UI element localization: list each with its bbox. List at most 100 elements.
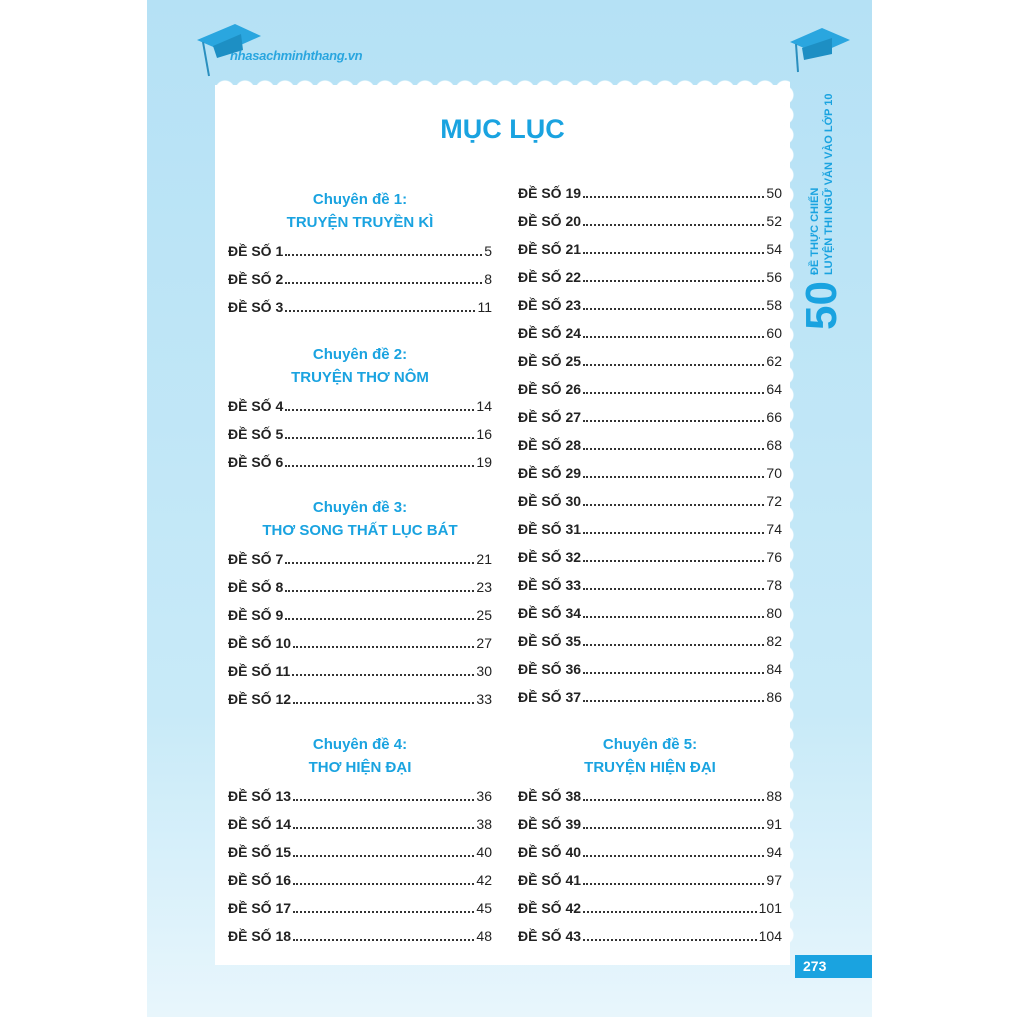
book-title-line1: ĐỀ THỰC CHIẾN	[809, 187, 821, 276]
toc-entry[interactable]: ĐỀ SỐ 3 11	[228, 298, 492, 318]
toc-entry[interactable]: ĐỀ SỐ 43 104	[518, 927, 782, 947]
toc-entry[interactable]: ĐỀ SỐ 4 14	[228, 397, 492, 417]
dot-leader	[293, 899, 475, 913]
toc-entry[interactable]: ĐỀ SỐ 21 54	[518, 240, 782, 260]
entry-title: ĐỀ SỐ 25	[518, 353, 582, 369]
toc-entry[interactable]: ĐỀ SỐ 26 64	[518, 380, 782, 400]
entry-page: 72	[766, 493, 782, 509]
entry-page: 8	[484, 271, 492, 287]
section-heading: Chuyên đề 3: THƠ SONG THẤT LỤC BÁT	[228, 496, 492, 542]
dot-leader	[583, 268, 765, 282]
toc-entry[interactable]: ĐỀ SỐ 33 78	[518, 576, 782, 596]
entry-title: ĐỀ SỐ 10	[228, 635, 292, 651]
toc-entry[interactable]: ĐỀ SỐ 19 50	[518, 184, 782, 204]
entry-page: 38	[476, 816, 492, 832]
section-label: Chuyên đề 2:	[312, 346, 408, 363]
dot-leader	[583, 688, 765, 702]
entry-page: 78	[766, 577, 782, 593]
entry-page: 5	[484, 243, 492, 259]
toc-entry[interactable]: ĐỀ SỐ 36 84	[518, 660, 782, 680]
book-title-vertical: 50 ĐỀ THỰC CHIẾN LUYỆN THI NGỮ VĂN VÀO LỚ…	[797, 93, 846, 330]
toc-entry[interactable]: ĐỀ SỐ 17 45	[228, 899, 492, 919]
dot-leader	[583, 660, 765, 674]
toc-entry[interactable]: ĐỀ SỐ 34 80	[518, 604, 782, 624]
page-title: MỤC LỤC	[440, 114, 565, 144]
toc-entry[interactable]: ĐỀ SỐ 24 60	[518, 324, 782, 344]
entry-title: ĐỀ SỐ 35	[518, 633, 582, 649]
toc-entry[interactable]: ĐỀ SỐ 23 58	[518, 296, 782, 316]
entry-title: ĐỀ SỐ 33	[518, 577, 582, 593]
toc-entry[interactable]: ĐỀ SỐ 28 68	[518, 436, 782, 456]
dot-leader	[583, 296, 765, 310]
entry-title: ĐỀ SỐ 34	[518, 605, 582, 621]
entry-page: 76	[766, 549, 782, 565]
toc-entry[interactable]: ĐỀ SỐ 42 101	[518, 899, 782, 919]
toc-entry[interactable]: ĐỀ SỐ 30 72	[518, 492, 782, 512]
section-name: THƠ HIỆN ĐẠI	[308, 759, 412, 776]
toc-entry[interactable]: ĐỀ SỐ 39 91	[518, 815, 782, 835]
toc-entry[interactable]: ĐỀ SỐ 18 48	[228, 927, 492, 947]
toc-entry[interactable]: ĐỀ SỐ 7 21	[228, 550, 492, 570]
dot-leader	[583, 352, 765, 366]
toc-entry[interactable]: ĐỀ SỐ 22 56	[518, 268, 782, 288]
toc-entry[interactable]: ĐỀ SỐ 40 94	[518, 843, 782, 863]
entry-page: 50	[766, 185, 782, 201]
toc-entry[interactable]: ĐỀ SỐ 8 23	[228, 578, 492, 598]
dot-leader	[583, 815, 765, 829]
toc-entry[interactable]: ĐỀ SỐ 25 62	[518, 352, 782, 372]
toc-entry[interactable]: ĐỀ SỐ 31 74	[518, 520, 782, 540]
entry-page: 80	[766, 605, 782, 621]
dot-leader	[583, 548, 765, 562]
entry-title: ĐỀ SỐ 29	[518, 465, 582, 481]
section-label: Chuyên đề 1:	[312, 191, 408, 208]
dot-leader	[583, 212, 765, 226]
dot-leader	[285, 298, 476, 312]
toc-entry[interactable]: ĐỀ SỐ 2 8	[228, 270, 492, 290]
toc-entry[interactable]: ĐỀ SỐ 9 25	[228, 606, 492, 626]
dot-leader	[583, 576, 765, 590]
entry-page: 104	[758, 928, 782, 944]
site-logo: nhasachminhthang.vn	[230, 48, 363, 63]
toc-entry[interactable]: ĐỀ SỐ 12 33	[228, 690, 492, 710]
entry-page: 16	[476, 426, 492, 442]
section-heading: Chuyên đề 2: TRUYỆN THƠ NÔM	[228, 343, 492, 389]
book-title-line2: LUYỆN THI NGỮ VĂN VÀO LỚP 10	[823, 93, 835, 276]
toc-entry[interactable]: ĐỀ SỐ 1 5	[228, 242, 492, 262]
toc-entry[interactable]: ĐỀ SỐ 35 82	[518, 632, 782, 652]
entry-page: 88	[766, 788, 782, 804]
section-label: Chuyên đề 3:	[312, 499, 408, 516]
toc-entry[interactable]: ĐỀ SỐ 5 16	[228, 425, 492, 445]
toc-entry[interactable]: ĐỀ SỐ 32 76	[518, 548, 782, 568]
toc-entry[interactable]: ĐỀ SỐ 38 88	[518, 787, 782, 807]
toc-entry[interactable]: ĐỀ SỐ 10 27	[228, 634, 492, 654]
entry-title: ĐỀ SỐ 36	[518, 661, 582, 677]
content-panel	[215, 85, 790, 965]
entry-title: ĐỀ SỐ 1	[228, 243, 284, 259]
entry-title: ĐỀ SỐ 17	[228, 900, 292, 916]
section-name: TRUYỆN HIỆN ĐẠI	[584, 759, 716, 776]
toc-entry[interactable]: ĐỀ SỐ 29 70	[518, 464, 782, 484]
toc-entry[interactable]: ĐỀ SỐ 13 36	[228, 787, 492, 807]
entry-title: ĐỀ SỐ 9	[228, 607, 284, 623]
dot-leader	[285, 397, 475, 411]
toc-entry[interactable]: ĐỀ SỐ 27 66	[518, 408, 782, 428]
entry-title: ĐỀ SỐ 26	[518, 381, 582, 397]
entry-page: 94	[766, 844, 782, 860]
toc-entry[interactable]: ĐỀ SỐ 16 42	[228, 871, 492, 891]
toc-entry[interactable]: ĐỀ SỐ 20 52	[518, 212, 782, 232]
toc-entry[interactable]: ĐỀ SỐ 15 40	[228, 843, 492, 863]
section-name: TRUYỆN THƠ NÔM	[291, 369, 429, 386]
entry-page: 42	[476, 872, 492, 888]
toc-entry[interactable]: ĐỀ SỐ 37 86	[518, 688, 782, 708]
page-number: 273	[795, 955, 872, 978]
entry-page: 62	[766, 353, 782, 369]
entry-title: ĐỀ SỐ 30	[518, 493, 582, 509]
entry-page: 74	[766, 521, 782, 537]
toc-entry[interactable]: ĐỀ SỐ 6 19	[228, 453, 492, 473]
toc-entry[interactable]: ĐỀ SỐ 14 38	[228, 815, 492, 835]
toc-entry[interactable]: ĐỀ SỐ 11 30	[228, 662, 492, 682]
toc-entry[interactable]: ĐỀ SỐ 41 97	[518, 871, 782, 891]
entry-title: ĐỀ SỐ 32	[518, 549, 582, 565]
dot-leader	[583, 464, 765, 478]
entry-title: ĐỀ SỐ 8	[228, 579, 284, 595]
